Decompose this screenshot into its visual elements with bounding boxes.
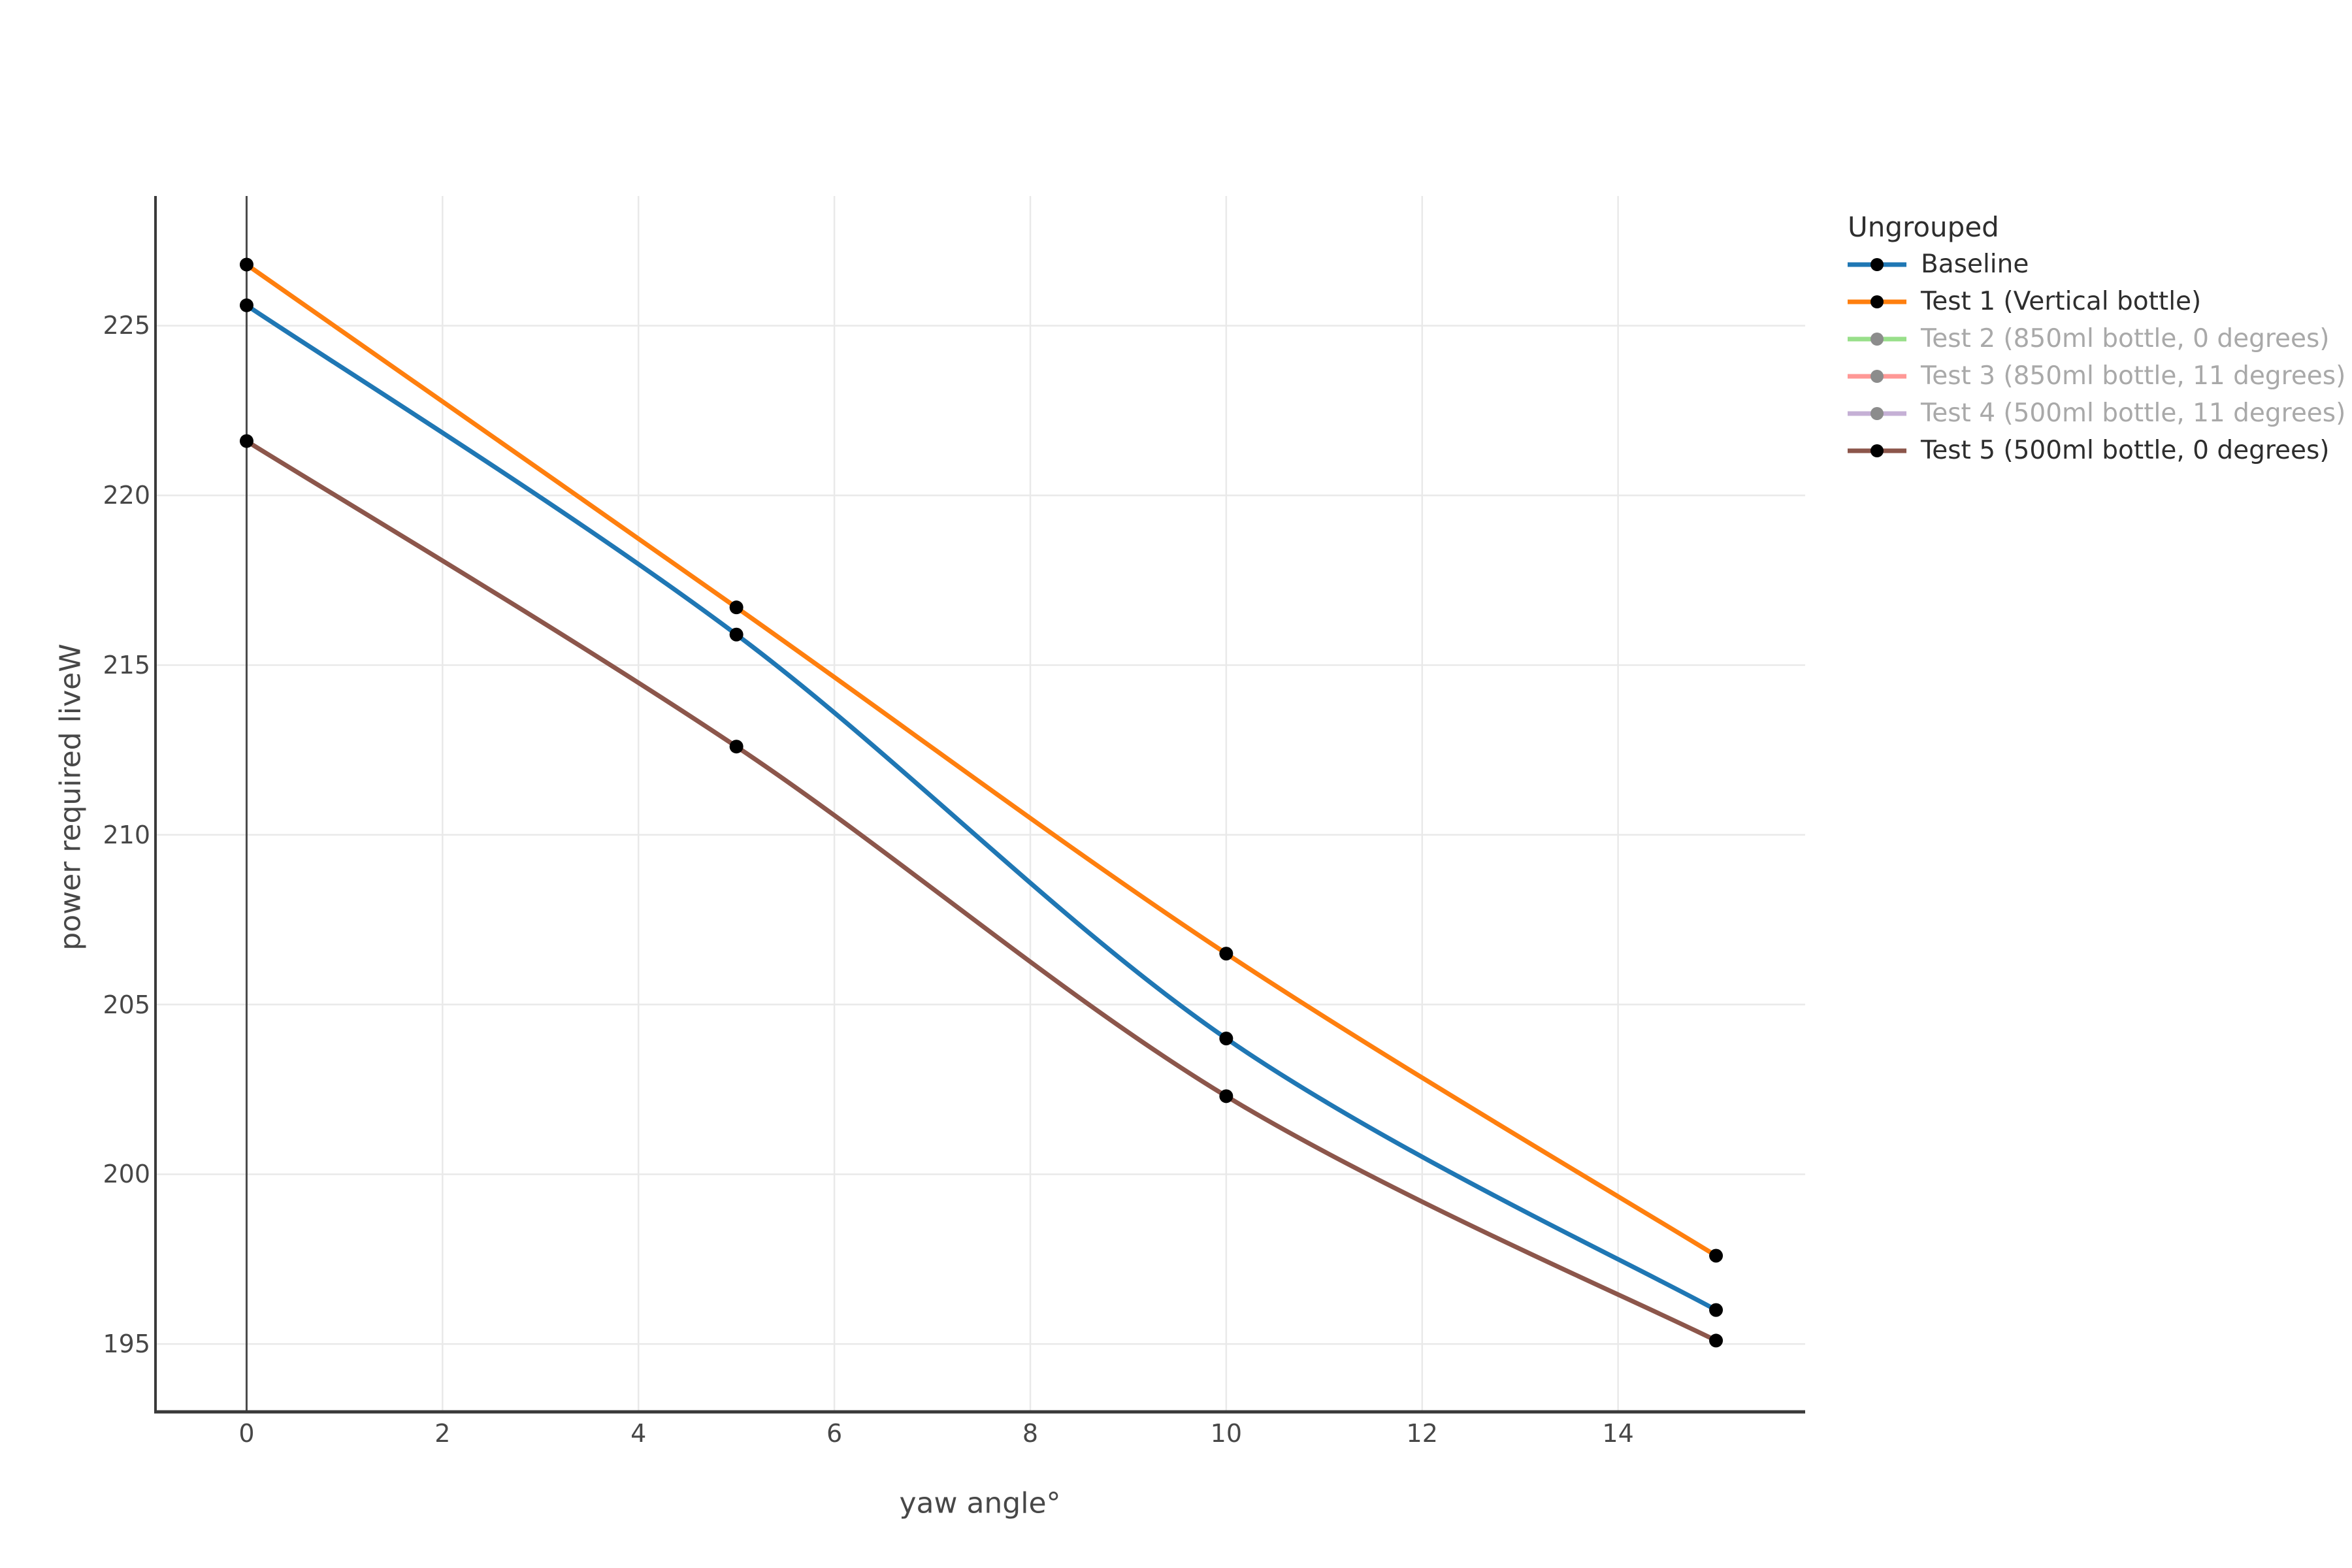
legend-item-test-2-850ml-bottle-0-degrees[interactable]: Test 2 (850ml bottle, 0 degrees) (1848, 320, 2345, 357)
x-tick-label-4: 4 (630, 1419, 647, 1448)
legend-line-swatch-icon (1848, 444, 1906, 457)
legend-line-swatch-icon (1848, 257, 1906, 271)
y-tick-label-205: 205 (103, 990, 150, 1019)
series-line-baseline (244, 302, 1719, 1313)
legend-line-swatch-icon (1848, 406, 1906, 420)
y-tick-label-225: 225 (103, 311, 150, 340)
legend-item-label: Test 4 (500ml bottle, 11 degrees) (1921, 399, 2346, 428)
legend-title: Ungrouped (1848, 210, 1999, 243)
legend-line-swatch-icon (1848, 332, 1906, 346)
x-tick-label-6: 6 (826, 1419, 843, 1448)
data-point-test-1-vertical-bottle-x0 (239, 257, 253, 272)
legend-item-test-1-vertical-bottle[interactable]: Test 1 (Vertical bottle) (1848, 283, 2345, 320)
x-tick-label-10: 10 (1210, 1419, 1243, 1448)
series-line-test-5-500ml-bottle-0-degrees (244, 438, 1719, 1343)
data-point-test-5-500ml-bottle-0-degrees-x15 (1709, 1333, 1723, 1348)
x-tick-label-8: 8 (1022, 1419, 1039, 1448)
data-point-test-5-500ml-bottle-0-degrees-x5 (729, 740, 743, 754)
y-tick-label-200: 200 (103, 1160, 150, 1189)
legend-item-test-4-500ml-bottle-11-degrees[interactable]: Test 4 (500ml bottle, 11 degrees) (1848, 395, 2345, 432)
legend: Ungrouped Baseline Test 1 (Vertical bottl… (1848, 208, 2345, 469)
data-point-test-1-vertical-bottle-x10 (1219, 947, 1233, 961)
data-point-test-5-500ml-bottle-0-degrees-x10 (1219, 1089, 1233, 1103)
legend-item-label: Test 1 (Vertical bottle) (1921, 287, 2202, 316)
legend-item-label: Test 5 (500ml bottle, 0 degrees) (1921, 436, 2330, 465)
legend-item-label: Test 2 (850ml bottle, 0 degrees) (1921, 324, 2330, 353)
legend-item-label: Test 3 (850ml bottle, 11 degrees) (1921, 361, 2346, 391)
series-line-test-1-vertical-bottle (244, 262, 1719, 1258)
x-tick-label-2: 2 (434, 1419, 451, 1448)
x-tick-label-0: 0 (238, 1419, 255, 1448)
legend-item-label: Baseline (1921, 250, 2029, 279)
legend-item-baseline[interactable]: Baseline (1848, 246, 2345, 283)
x-axis-title: yaw angle° (899, 1486, 1061, 1520)
x-tick-label-12: 12 (1406, 1419, 1438, 1448)
legend-line-swatch-icon (1848, 295, 1906, 308)
legend-item-test-5-500ml-bottle-0-degrees[interactable]: Test 5 (500ml bottle, 0 degrees) (1848, 432, 2345, 469)
y-tick-label-195: 195 (103, 1330, 150, 1359)
legend-items: Baseline Test 1 (Vertical bottle) Test 2 (… (1848, 246, 2345, 469)
data-point-baseline-x10 (1219, 1032, 1233, 1046)
legend-line-swatch-icon (1848, 369, 1906, 383)
data-point-test-1-vertical-bottle-x5 (729, 600, 743, 615)
data-point-baseline-x0 (239, 298, 253, 312)
y-tick-label-215: 215 (103, 651, 150, 679)
data-point-baseline-x15 (1709, 1303, 1723, 1317)
data-point-baseline-x5 (729, 627, 743, 642)
y-tick-label-220: 220 (103, 481, 150, 510)
data-point-test-5-500ml-bottle-0-degrees-x0 (239, 434, 253, 448)
y-tick-label-210: 210 (103, 820, 150, 849)
y-axis-title: power required liveW (54, 644, 88, 951)
x-tick-label-14: 14 (1602, 1419, 1634, 1448)
data-point-test-1-vertical-bottle-x15 (1709, 1249, 1723, 1263)
legend-item-test-3-850ml-bottle-11-degrees[interactable]: Test 3 (850ml bottle, 11 degrees) (1848, 357, 2345, 395)
